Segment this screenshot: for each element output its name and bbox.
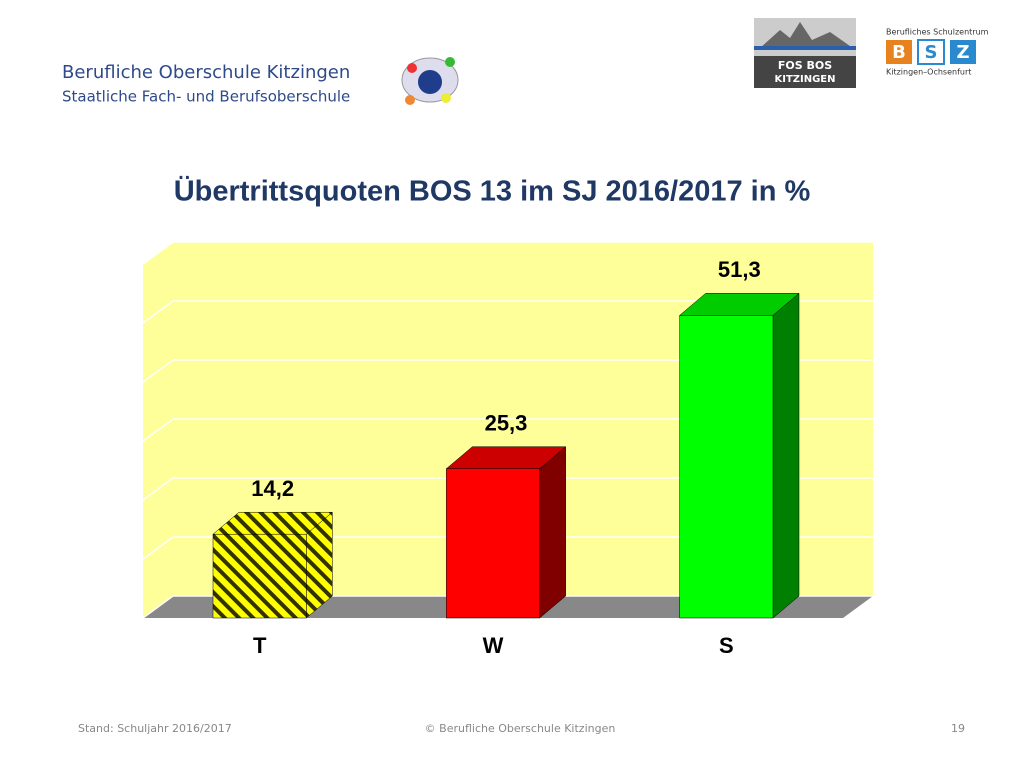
value-label: 51,3	[718, 257, 761, 282]
logo-fosbos: FOS BOS KITZINGEN	[754, 18, 856, 88]
x-tick-label: T	[253, 633, 267, 658]
footer-center: © Berufliche Oberschule Kitzingen	[425, 722, 616, 735]
x-tick-label: S	[719, 633, 734, 658]
logo-letter: S	[925, 42, 938, 63]
grid-line	[142, 300, 873, 324]
header-title: Berufliche Oberschule Kitzingen	[62, 62, 350, 83]
logo-circle	[401, 57, 459, 105]
logo-place: Kitzingen–Ochsenfurt	[886, 68, 971, 77]
logo-letter: B	[892, 42, 906, 63]
logo-text: FOS BOS	[778, 59, 832, 72]
bar	[679, 315, 774, 619]
grid-line	[142, 595, 873, 619]
bar	[212, 533, 307, 619]
logo-caption: Berufliches Schulzentrum	[886, 28, 989, 37]
page-number: 19	[951, 722, 965, 735]
value-label: 14,2	[251, 476, 294, 501]
x-tick-label: W	[483, 633, 504, 658]
footer-left: Stand: Schuljahr 2016/2017	[78, 722, 232, 735]
grid-line	[142, 359, 873, 383]
logo-bsz: Berufliches Schulzentrum B S Z Kitzingen…	[886, 28, 989, 77]
grid-line	[142, 477, 873, 501]
chart-title: Übertrittsquoten BOS 13 im SJ 2016/2017 …	[174, 175, 811, 208]
logo-letter: Z	[956, 42, 969, 63]
bar	[446, 468, 540, 619]
bar-side	[539, 446, 566, 619]
grid-line	[142, 418, 873, 442]
plot: T 14,2 W 25,3 S 51,3	[142, 241, 873, 658]
logo-text: KITZINGEN	[774, 74, 835, 85]
bar-side	[772, 292, 800, 619]
header-subtitle: Staatliche Fach- und Berufsoberschule	[62, 88, 350, 106]
grid-line	[142, 241, 873, 265]
value-label: 25,3	[485, 411, 528, 436]
grid-line	[142, 536, 873, 560]
